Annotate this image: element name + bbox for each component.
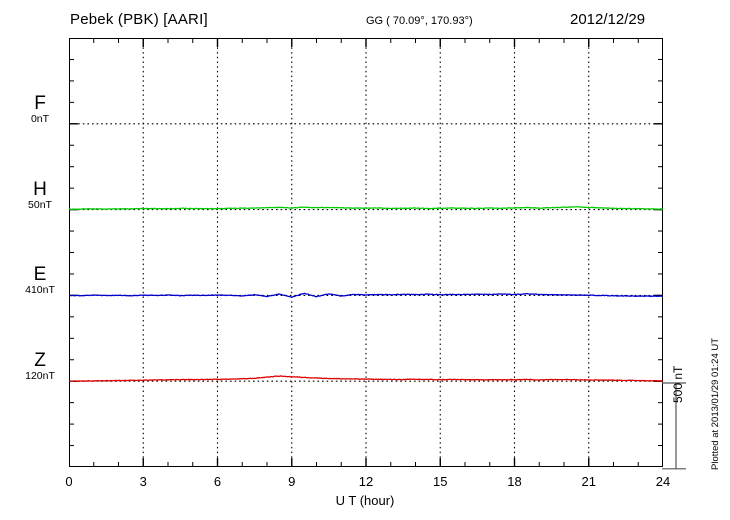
x-tick-label: 12 [358, 474, 374, 489]
component-value-h: 50nT [28, 198, 52, 211]
page-title: Pebek (PBK) [AARI] [70, 11, 208, 28]
x-tick-label: 18 [507, 474, 522, 489]
trace-H [69, 206, 663, 211]
component-letter-z: Z [34, 350, 46, 372]
plotted-timestamp: Plotted at 2013/01/29 01:24 UT [710, 337, 721, 470]
scale-bar-label: 500 nT [671, 365, 685, 403]
component-letter-e: E [33, 264, 47, 286]
x-tick-label: 0 [65, 474, 73, 489]
x-tick-label: 24 [655, 474, 671, 489]
x-tick-label: 21 [581, 474, 596, 489]
x-tick-label: 9 [288, 474, 296, 489]
trace-Z [69, 375, 663, 382]
observation-date-label: 2012/12/29 [570, 11, 646, 28]
x-tick-label: 3 [139, 474, 147, 489]
x-axis-title: U T (hour) [335, 493, 395, 508]
geographic-coordinates-label: GG ( 70.09°, 170.93°) [366, 15, 473, 27]
trace-E [69, 292, 663, 298]
x-tick-label: 15 [433, 474, 448, 489]
magnetogram-plot [69, 38, 663, 467]
scale-bar [662, 382, 686, 470]
component-letter-f: F [34, 92, 46, 114]
component-letter-h: H [33, 178, 47, 200]
component-value-e: 410nT [25, 284, 55, 297]
plot-canvas [69, 38, 663, 467]
x-tick-label: 6 [213, 474, 222, 489]
component-value-f: 0nT [30, 112, 50, 125]
component-value-z: 120nT [25, 370, 55, 383]
